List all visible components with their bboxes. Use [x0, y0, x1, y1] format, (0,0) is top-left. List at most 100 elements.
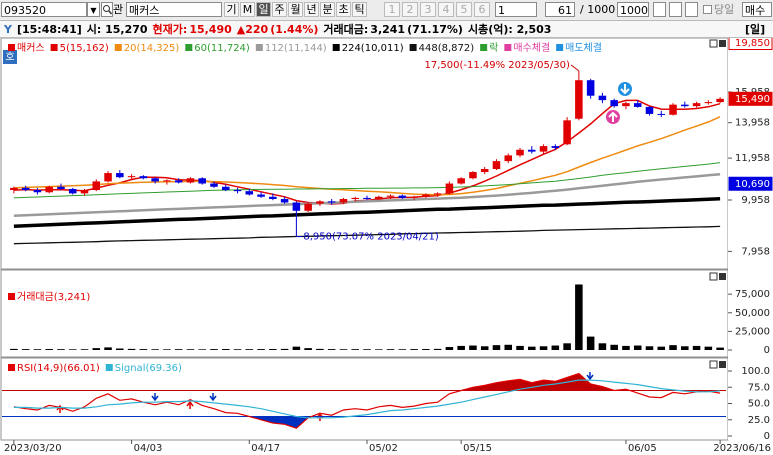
volume-bar — [681, 346, 689, 350]
candle-body — [633, 103, 642, 107]
side-button[interactable] — [3, 50, 17, 64]
volume-bar — [586, 336, 595, 350]
panel-button[interactable] — [709, 39, 718, 48]
volume-bar — [127, 348, 136, 350]
y-tick-label: 0 — [764, 345, 770, 356]
candle-body — [45, 186, 53, 193]
legend-swatch — [255, 44, 263, 51]
candle-body — [398, 195, 407, 198]
candle-body — [292, 202, 301, 211]
x-tick-label: 04/03 — [134, 443, 163, 454]
today-label[interactable]: 당일 — [714, 3, 735, 16]
name-input[interactable]: 매커스 — [126, 2, 222, 17]
volume-bar — [174, 349, 183, 350]
slot-button[interactable]: 3 — [420, 2, 436, 17]
panel-icons[interactable] — [709, 39, 726, 369]
volume-bar — [528, 346, 536, 350]
period-button[interactable]: 일 — [256, 2, 271, 17]
volume-bar — [151, 349, 159, 350]
legend-label: 락 — [489, 42, 498, 54]
legend-swatch — [50, 44, 58, 51]
candle-body — [622, 103, 630, 107]
volume-bar — [21, 349, 30, 350]
price-label-box — [728, 176, 773, 191]
volume-bar — [363, 349, 371, 350]
max-input[interactable]: 1000 — [617, 2, 649, 17]
period-button[interactable]: 틱 — [352, 2, 367, 17]
candle-body — [539, 146, 548, 152]
x-tick-label: 2023/06/16 — [713, 443, 771, 454]
panel-close[interactable] — [719, 40, 726, 47]
slot-button[interactable]: 5 — [456, 2, 472, 17]
search-icon — [103, 5, 113, 15]
tool-button[interactable]: M — [240, 2, 255, 17]
slot-button[interactable]: 6 — [474, 2, 490, 17]
interval-select[interactable]: 1 — [495, 2, 537, 17]
total-label: / 1000 — [580, 3, 616, 16]
candle-body — [10, 187, 18, 191]
x-tick-label: 2023/03/20 — [4, 443, 62, 454]
volume-bar — [351, 349, 359, 350]
candle-body — [375, 196, 383, 200]
slot-button[interactable]: 2 — [402, 2, 418, 17]
legend-label: 448(8,872) — [419, 43, 475, 54]
candle-body — [445, 183, 454, 194]
tool-icon[interactable] — [669, 2, 682, 17]
legend-label: 매수체결 — [513, 42, 550, 54]
volume-bar — [139, 349, 148, 350]
volume-bar — [245, 349, 254, 350]
side-button-label[interactable]: 호 — [5, 51, 14, 63]
rsi-buy-signal — [186, 400, 194, 409]
candle-body — [469, 172, 477, 179]
volume-bar — [492, 345, 501, 350]
slot-button[interactable]: 4 — [438, 2, 454, 17]
panel-close[interactable] — [719, 361, 726, 368]
volume-bar — [539, 346, 548, 350]
legend-swatch — [556, 44, 564, 51]
volume-bar — [610, 344, 618, 350]
candle-body — [68, 188, 77, 194]
period-button[interactable]: 분 — [320, 2, 335, 17]
period-button[interactable]: 월 — [288, 2, 303, 17]
code-dropdown[interactable]: ▼ — [87, 2, 100, 17]
period-button[interactable]: 년 — [304, 2, 319, 17]
code-input[interactable]: 093520 — [1, 2, 87, 17]
today-checkbox[interactable] — [703, 5, 712, 14]
order-button[interactable]: 매수 — [742, 2, 772, 17]
legend-label: RSI(14,9)(66.01) — [17, 363, 100, 374]
volume-bar — [233, 349, 242, 350]
candle-body — [33, 190, 42, 193]
slot-button[interactable]: 1 — [384, 2, 400, 17]
price-panel — [0, 37, 729, 270]
candle-body — [21, 187, 30, 191]
candle-body — [80, 190, 89, 194]
volume-bar — [645, 346, 654, 350]
candle-body — [575, 80, 583, 119]
moving-average — [13, 197, 721, 228]
period-button[interactable]: 주 — [272, 2, 287, 17]
panel-close[interactable] — [719, 273, 726, 280]
rsi-sell-signal — [209, 393, 217, 402]
candle-body — [210, 183, 218, 187]
candle-body — [386, 195, 395, 197]
candle-body — [316, 201, 324, 204]
search-button[interactable] — [101, 2, 113, 17]
candle-body — [57, 186, 65, 189]
y-tick-label: 9,958 — [741, 195, 770, 206]
search-label[interactable]: 관 — [113, 3, 124, 16]
volume-bar — [398, 349, 407, 350]
candle-body — [586, 80, 595, 96]
rsi-panel — [0, 357, 729, 441]
tool-button[interactable]: 기 — [224, 2, 239, 17]
candle-body — [139, 176, 148, 179]
count-input[interactable]: 61 — [545, 2, 575, 17]
tool-icon[interactable] — [653, 2, 666, 17]
period-button[interactable]: 초 — [336, 2, 351, 17]
x-tick-label: 05/15 — [463, 443, 492, 454]
panel-button[interactable] — [709, 272, 718, 281]
tool-icon[interactable] — [685, 2, 698, 17]
panel-button[interactable] — [709, 360, 718, 369]
legend-label: 거래대금(3,241) — [17, 291, 90, 303]
